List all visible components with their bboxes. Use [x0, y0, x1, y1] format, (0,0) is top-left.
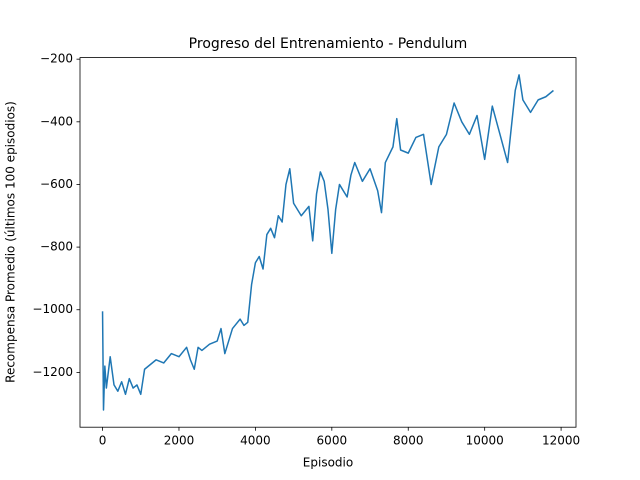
x-axis-label: Episodio: [303, 456, 353, 470]
x-tick-label: 10000: [466, 434, 504, 448]
y-tick-label: −800: [40, 240, 73, 254]
x-tick-label: 0: [99, 434, 107, 448]
x-tick-label: 2000: [164, 434, 195, 448]
y-tick-label: −1200: [32, 365, 73, 379]
x-tick-label: 8000: [393, 434, 424, 448]
y-tick-label: −1000: [32, 302, 73, 316]
y-tick-label: −400: [40, 114, 73, 128]
data-line: [101, 74, 554, 411]
y-axis-label: Recompensa Promedio (últimos 100 episodi…: [4, 101, 18, 383]
y-tick-label: −600: [40, 177, 73, 191]
x-tick-label: 12000: [542, 434, 580, 448]
x-tick-label: 4000: [240, 434, 271, 448]
x-tick-label: 6000: [317, 434, 348, 448]
plot-frame: [79, 57, 577, 428]
y-tick-label: −200: [40, 52, 73, 66]
chart-title: Progreso del Entrenamiento - Pendulum: [189, 36, 468, 52]
